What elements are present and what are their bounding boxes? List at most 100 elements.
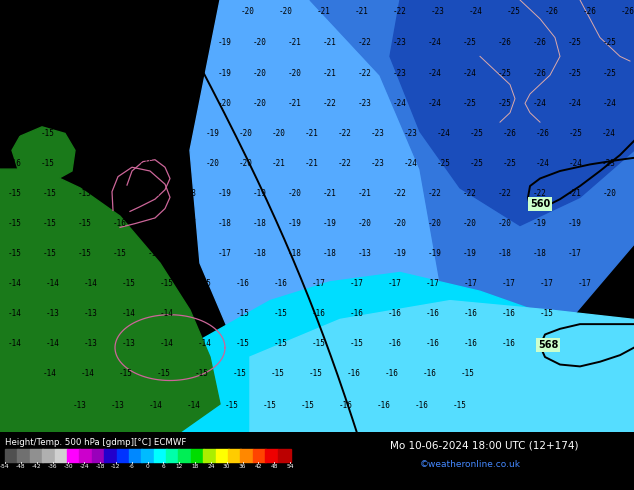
Text: -17: -17 <box>388 279 402 288</box>
Text: -23: -23 <box>358 99 372 108</box>
Text: -25: -25 <box>470 129 484 138</box>
Text: -21: -21 <box>288 99 302 108</box>
Text: -20: -20 <box>279 7 293 16</box>
Text: -15: -15 <box>41 129 55 138</box>
Text: -17: -17 <box>568 249 582 258</box>
Text: -15: -15 <box>274 309 288 318</box>
Text: -15: -15 <box>113 249 127 258</box>
Text: -21: -21 <box>305 159 319 168</box>
Bar <box>153 449 167 462</box>
Text: -25: -25 <box>569 129 583 138</box>
Bar <box>141 449 154 462</box>
Text: -13: -13 <box>84 309 98 318</box>
Text: -19: -19 <box>183 99 197 108</box>
Text: -26: -26 <box>533 38 547 47</box>
Text: -19: -19 <box>568 219 582 228</box>
Text: -23: -23 <box>404 129 418 138</box>
Text: -20: -20 <box>241 7 255 16</box>
Text: 42: 42 <box>255 464 262 469</box>
Text: -18: -18 <box>253 249 267 258</box>
Text: -18: -18 <box>173 129 187 138</box>
Text: -24: -24 <box>469 7 483 16</box>
Text: -18: -18 <box>148 69 162 78</box>
Polygon shape <box>190 0 440 432</box>
Text: -22: -22 <box>463 189 477 198</box>
Text: -23: -23 <box>393 38 407 47</box>
Text: -20: -20 <box>428 219 442 228</box>
Text: -23: -23 <box>371 129 385 138</box>
Text: -18: -18 <box>95 464 105 469</box>
Text: -13: -13 <box>46 309 60 318</box>
Text: -14: -14 <box>187 401 201 410</box>
Text: -16: -16 <box>113 219 127 228</box>
Text: -17: -17 <box>183 219 197 228</box>
Text: -18: -18 <box>533 249 547 258</box>
Text: -20: -20 <box>288 189 302 198</box>
Text: 0: 0 <box>146 464 150 469</box>
Text: -15: -15 <box>43 219 57 228</box>
Text: -17: -17 <box>140 129 154 138</box>
Text: -24: -24 <box>536 159 550 168</box>
Text: -16: -16 <box>274 279 288 288</box>
Polygon shape <box>12 127 75 180</box>
Text: -25: -25 <box>463 99 477 108</box>
Text: Mo 10-06-2024 18:00 UTC (12+174): Mo 10-06-2024 18:00 UTC (12+174) <box>390 440 578 450</box>
Text: -20: -20 <box>253 38 267 47</box>
Text: -14: -14 <box>8 309 22 318</box>
Text: -22: -22 <box>498 189 512 198</box>
Text: -16: -16 <box>107 129 121 138</box>
Text: -22: -22 <box>533 189 547 198</box>
Bar <box>240 449 254 462</box>
Text: -16: -16 <box>339 401 353 410</box>
Text: -15: -15 <box>271 369 285 378</box>
Text: 36: 36 <box>239 464 246 469</box>
Text: -15: -15 <box>312 340 326 348</box>
Text: -25: -25 <box>503 159 517 168</box>
Text: -16: -16 <box>415 401 429 410</box>
Text: -20: -20 <box>239 129 253 138</box>
Text: -15: -15 <box>43 189 57 198</box>
Bar <box>55 449 67 462</box>
Text: -16: -16 <box>426 309 440 318</box>
Polygon shape <box>250 301 634 432</box>
Text: -26: -26 <box>536 129 550 138</box>
Text: -20: -20 <box>498 219 512 228</box>
Bar <box>216 449 228 462</box>
Text: 24: 24 <box>207 464 214 469</box>
Text: -15: -15 <box>8 219 22 228</box>
Polygon shape <box>0 272 634 432</box>
Text: -21: -21 <box>272 159 286 168</box>
Text: -17: -17 <box>43 38 57 47</box>
Text: -26: -26 <box>583 7 597 16</box>
Text: -20: -20 <box>603 189 617 198</box>
Text: -21: -21 <box>288 38 302 47</box>
Text: -24: -24 <box>569 159 583 168</box>
Bar <box>92 449 105 462</box>
Text: -19: -19 <box>533 219 547 228</box>
Text: -19: -19 <box>288 219 302 228</box>
Text: -18: -18 <box>288 249 302 258</box>
Bar <box>265 449 278 462</box>
Text: -18: -18 <box>498 249 512 258</box>
Text: -15: -15 <box>8 189 22 198</box>
Text: -14: -14 <box>122 309 136 318</box>
Text: -18: -18 <box>148 99 162 108</box>
Text: -25: -25 <box>568 38 582 47</box>
Bar <box>191 449 204 462</box>
Text: -15: -15 <box>236 309 250 318</box>
Text: -19: -19 <box>173 159 187 168</box>
Text: -17: -17 <box>540 279 554 288</box>
Bar <box>204 449 216 462</box>
Text: -22: -22 <box>358 38 372 47</box>
Text: -15: -15 <box>309 369 323 378</box>
Bar <box>67 449 80 462</box>
Text: -17: -17 <box>426 279 440 288</box>
Text: -24: -24 <box>602 129 616 138</box>
Text: -20: -20 <box>288 69 302 78</box>
Text: -20: -20 <box>206 159 220 168</box>
Bar <box>30 449 42 462</box>
Text: -16: -16 <box>388 340 402 348</box>
Text: -22: -22 <box>393 7 407 16</box>
Text: -25: -25 <box>470 159 484 168</box>
Text: -14: -14 <box>46 279 60 288</box>
